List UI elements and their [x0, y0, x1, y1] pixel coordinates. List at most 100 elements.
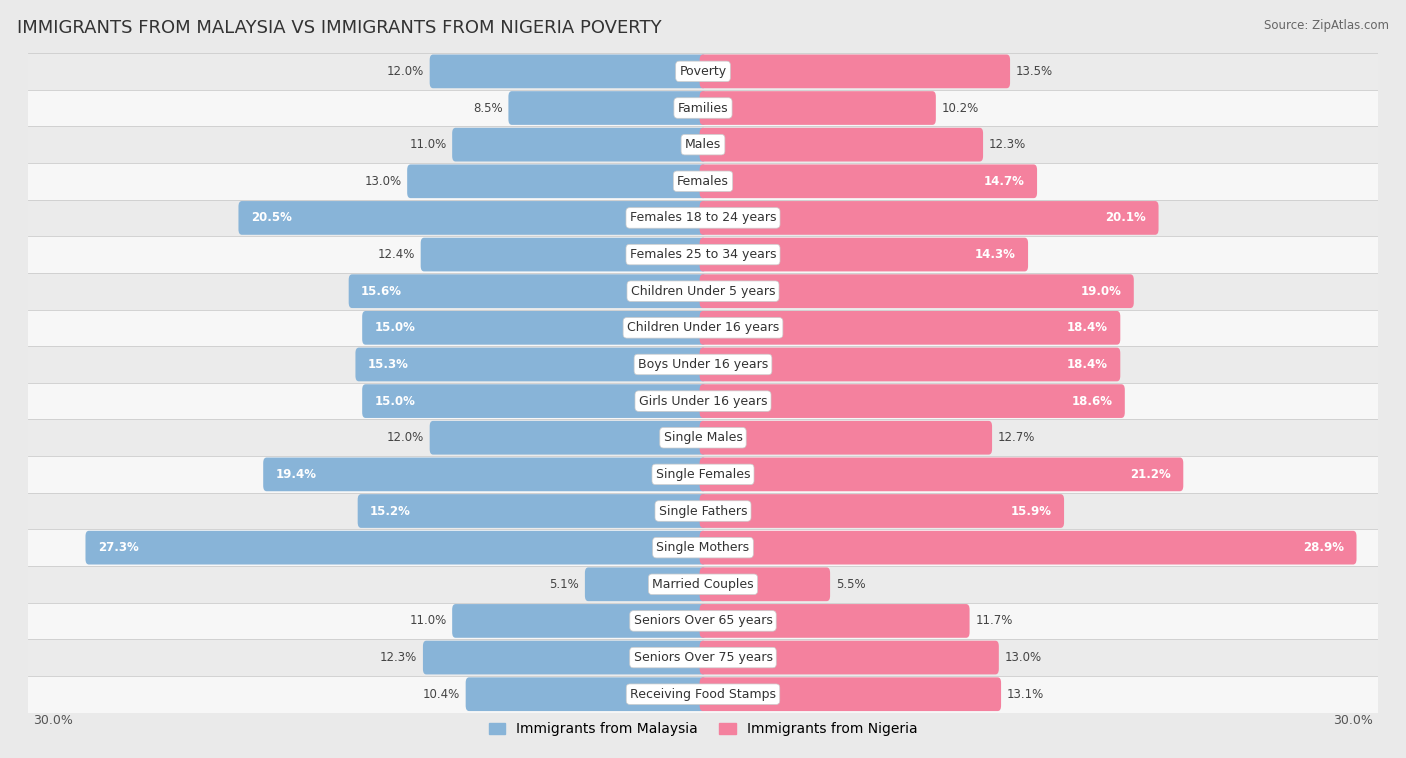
- FancyBboxPatch shape: [700, 494, 1064, 528]
- Text: Single Fathers: Single Fathers: [659, 505, 747, 518]
- Bar: [28, 529, 1378, 566]
- FancyBboxPatch shape: [453, 604, 706, 637]
- Text: 15.3%: 15.3%: [368, 358, 409, 371]
- Bar: [28, 53, 1378, 89]
- Bar: [28, 163, 1378, 199]
- FancyBboxPatch shape: [263, 458, 706, 491]
- FancyBboxPatch shape: [465, 678, 706, 711]
- Text: Females 25 to 34 years: Females 25 to 34 years: [630, 248, 776, 261]
- Text: 8.5%: 8.5%: [474, 102, 503, 114]
- FancyBboxPatch shape: [700, 421, 993, 455]
- FancyBboxPatch shape: [585, 568, 706, 601]
- FancyBboxPatch shape: [700, 604, 970, 637]
- FancyBboxPatch shape: [700, 238, 1028, 271]
- FancyBboxPatch shape: [430, 55, 706, 88]
- Text: Seniors Over 75 years: Seniors Over 75 years: [634, 651, 772, 664]
- Bar: [28, 89, 1378, 127]
- Bar: [28, 383, 1378, 419]
- Text: 18.4%: 18.4%: [1067, 358, 1108, 371]
- Text: IMMIGRANTS FROM MALAYSIA VS IMMIGRANTS FROM NIGERIA POVERTY: IMMIGRANTS FROM MALAYSIA VS IMMIGRANTS F…: [17, 19, 661, 37]
- FancyBboxPatch shape: [356, 348, 706, 381]
- Text: 18.4%: 18.4%: [1067, 321, 1108, 334]
- FancyBboxPatch shape: [700, 55, 1010, 88]
- FancyBboxPatch shape: [700, 641, 998, 675]
- FancyBboxPatch shape: [700, 568, 830, 601]
- Text: 20.1%: 20.1%: [1105, 211, 1146, 224]
- Text: 5.5%: 5.5%: [835, 578, 865, 590]
- Text: Males: Males: [685, 138, 721, 151]
- Text: 27.3%: 27.3%: [98, 541, 139, 554]
- Text: Boys Under 16 years: Boys Under 16 years: [638, 358, 768, 371]
- Text: 15.0%: 15.0%: [374, 395, 415, 408]
- Text: 12.0%: 12.0%: [387, 65, 425, 78]
- Bar: [28, 676, 1378, 713]
- FancyBboxPatch shape: [420, 238, 706, 271]
- FancyBboxPatch shape: [700, 201, 1159, 235]
- Text: 5.1%: 5.1%: [550, 578, 579, 590]
- Bar: [28, 493, 1378, 529]
- Text: Single Males: Single Males: [664, 431, 742, 444]
- Bar: [28, 127, 1378, 163]
- Text: 18.6%: 18.6%: [1071, 395, 1112, 408]
- Text: 15.0%: 15.0%: [374, 321, 415, 334]
- Text: 19.4%: 19.4%: [276, 468, 316, 481]
- Text: 11.7%: 11.7%: [976, 615, 1012, 628]
- Text: 12.4%: 12.4%: [378, 248, 415, 261]
- FancyBboxPatch shape: [430, 421, 706, 455]
- FancyBboxPatch shape: [349, 274, 706, 308]
- FancyBboxPatch shape: [509, 91, 706, 125]
- Text: 30.0%: 30.0%: [1333, 714, 1374, 727]
- FancyBboxPatch shape: [700, 128, 983, 161]
- FancyBboxPatch shape: [363, 311, 706, 345]
- FancyBboxPatch shape: [363, 384, 706, 418]
- Bar: [28, 236, 1378, 273]
- Text: 13.0%: 13.0%: [364, 175, 402, 188]
- Text: Single Mothers: Single Mothers: [657, 541, 749, 554]
- Text: 12.3%: 12.3%: [380, 651, 418, 664]
- FancyBboxPatch shape: [700, 91, 936, 125]
- Text: 15.2%: 15.2%: [370, 505, 411, 518]
- Text: 11.0%: 11.0%: [409, 138, 447, 151]
- Bar: [28, 456, 1378, 493]
- Text: Females 18 to 24 years: Females 18 to 24 years: [630, 211, 776, 224]
- FancyBboxPatch shape: [408, 164, 706, 198]
- Text: Married Couples: Married Couples: [652, 578, 754, 590]
- FancyBboxPatch shape: [700, 458, 1184, 491]
- Bar: [28, 566, 1378, 603]
- FancyBboxPatch shape: [239, 201, 706, 235]
- Text: 12.7%: 12.7%: [998, 431, 1035, 444]
- Bar: [28, 639, 1378, 676]
- Text: 15.9%: 15.9%: [1011, 505, 1052, 518]
- Text: 28.9%: 28.9%: [1303, 541, 1344, 554]
- Text: Source: ZipAtlas.com: Source: ZipAtlas.com: [1264, 19, 1389, 32]
- FancyBboxPatch shape: [700, 531, 1357, 565]
- Text: 21.2%: 21.2%: [1130, 468, 1171, 481]
- FancyBboxPatch shape: [357, 494, 706, 528]
- Text: 11.0%: 11.0%: [409, 615, 447, 628]
- FancyBboxPatch shape: [700, 164, 1038, 198]
- Bar: [28, 603, 1378, 639]
- FancyBboxPatch shape: [423, 641, 706, 675]
- FancyBboxPatch shape: [700, 311, 1121, 345]
- Text: Children Under 16 years: Children Under 16 years: [627, 321, 779, 334]
- Text: 12.3%: 12.3%: [988, 138, 1026, 151]
- Text: 10.2%: 10.2%: [942, 102, 979, 114]
- Text: Families: Families: [678, 102, 728, 114]
- Text: 20.5%: 20.5%: [250, 211, 291, 224]
- Bar: [28, 346, 1378, 383]
- Bar: [28, 309, 1378, 346]
- Bar: [28, 419, 1378, 456]
- FancyBboxPatch shape: [700, 274, 1133, 308]
- Legend: Immigrants from Malaysia, Immigrants from Nigeria: Immigrants from Malaysia, Immigrants fro…: [484, 717, 922, 742]
- Text: Females: Females: [678, 175, 728, 188]
- Text: Girls Under 16 years: Girls Under 16 years: [638, 395, 768, 408]
- Text: 14.3%: 14.3%: [974, 248, 1015, 261]
- FancyBboxPatch shape: [86, 531, 706, 565]
- Text: Poverty: Poverty: [679, 65, 727, 78]
- Text: 19.0%: 19.0%: [1081, 285, 1122, 298]
- Text: Children Under 5 years: Children Under 5 years: [631, 285, 775, 298]
- Text: Seniors Over 65 years: Seniors Over 65 years: [634, 615, 772, 628]
- Text: 15.6%: 15.6%: [361, 285, 402, 298]
- Text: 10.4%: 10.4%: [423, 688, 460, 700]
- FancyBboxPatch shape: [700, 348, 1121, 381]
